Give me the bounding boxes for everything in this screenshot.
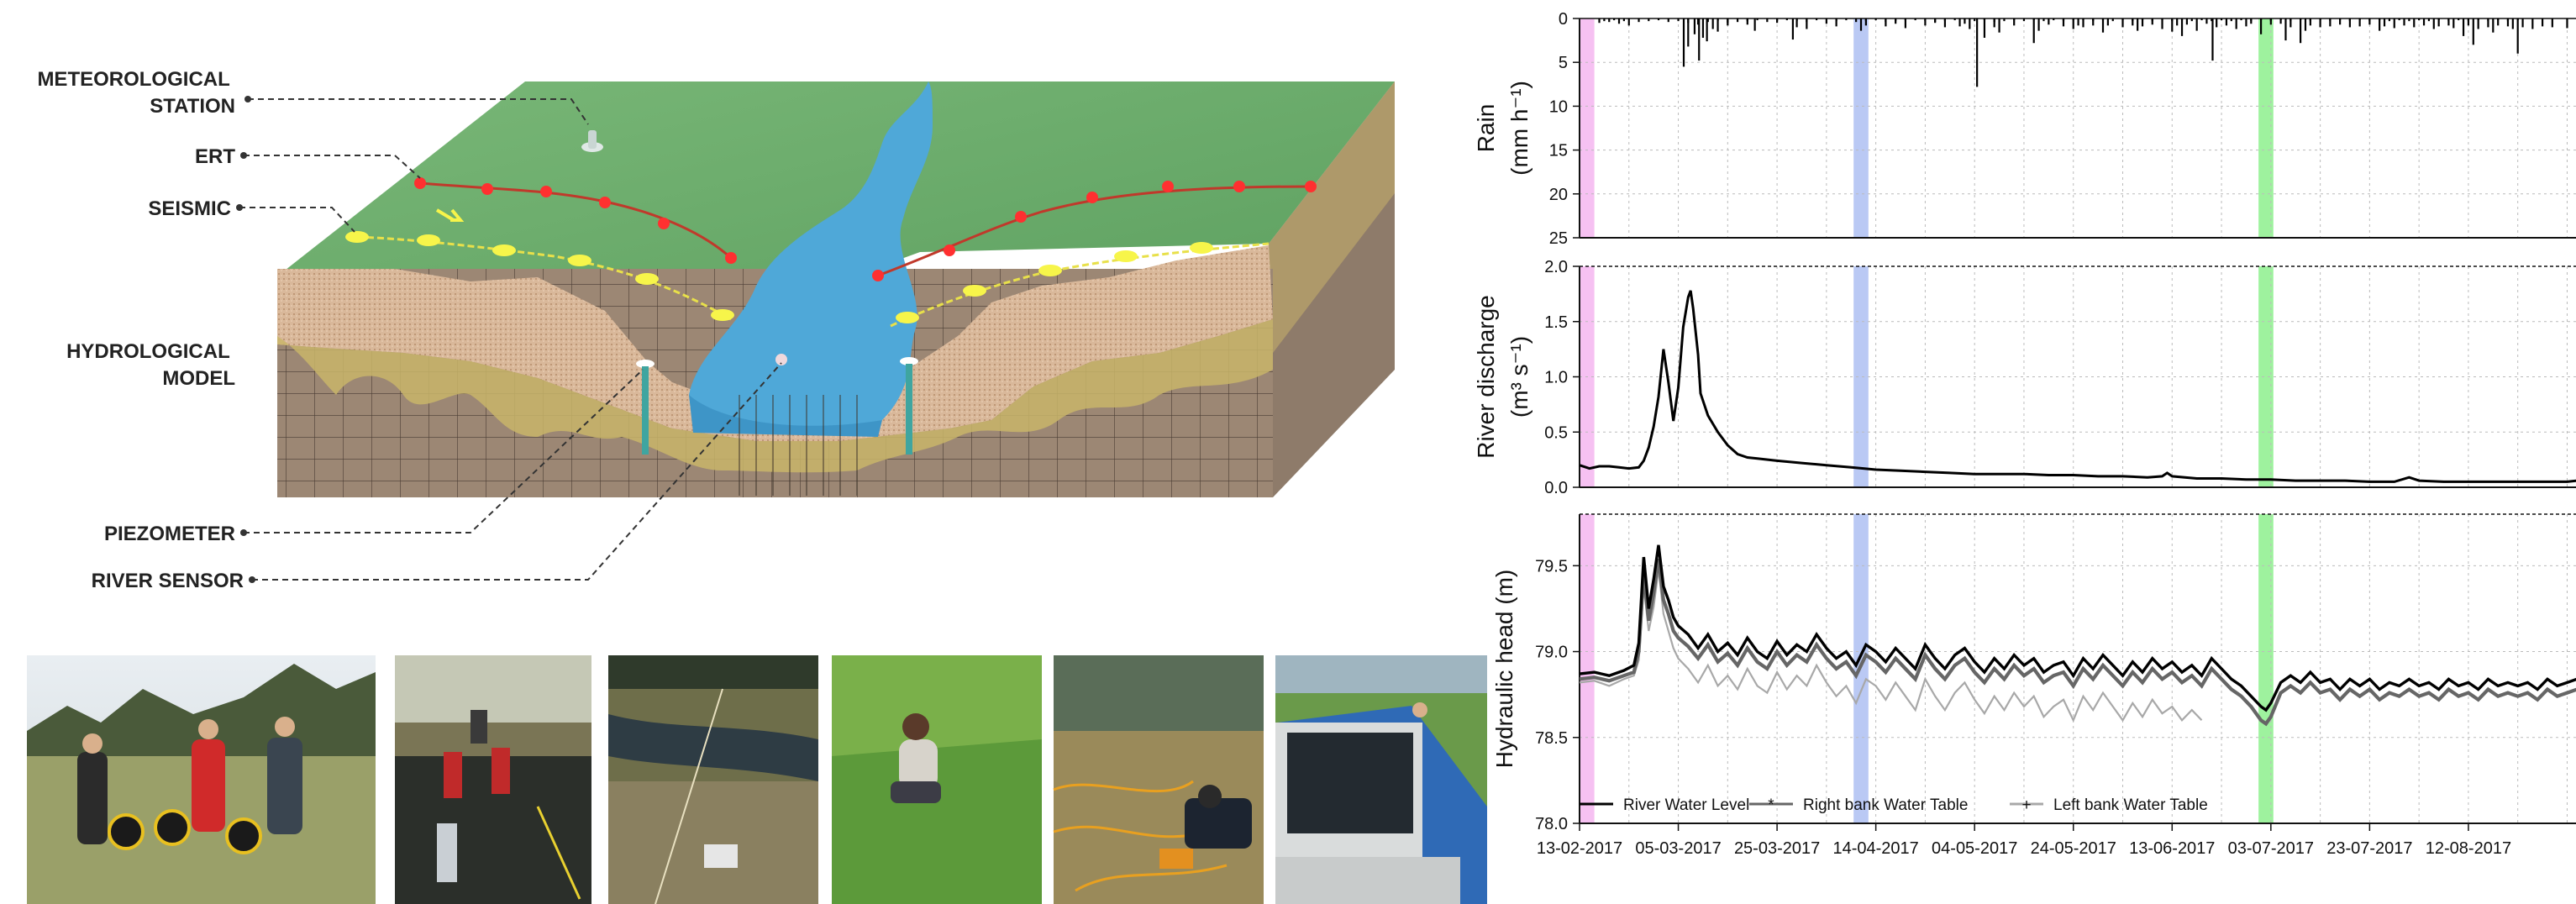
- y-tick-label: 2.0: [1544, 258, 1568, 276]
- label-seismic: SEISMIC: [148, 197, 231, 220]
- laptop-acquisition-photo: [1275, 655, 1487, 904]
- legend-marker-1: *: [1768, 796, 1774, 814]
- y-axis-title: Rain: [1473, 104, 1499, 153]
- y-tick-label: 20: [1549, 186, 1568, 204]
- label-ert: ERT: [195, 145, 235, 168]
- ert-line-right: [877, 185, 1312, 277]
- highlight-band-2: [2258, 514, 2274, 823]
- river-sensor-callout-line: [252, 362, 782, 581]
- y-axis-title: River discharge: [1473, 295, 1499, 459]
- y-tick-label: 0.0: [1544, 479, 1568, 497]
- seismic-geophones: [345, 231, 1213, 323]
- y-tick-label: 10: [1549, 97, 1568, 116]
- y-tick-label: 0: [1559, 10, 1568, 29]
- highlight-band-0: [1580, 514, 1595, 823]
- x-tick-label: 05-03-2017: [1635, 839, 1721, 858]
- x-tick-label: 12-08-2017: [2426, 839, 2511, 858]
- x-tick-label: 04-05-2017: [1932, 839, 2017, 858]
- river-transect-photo: [608, 655, 818, 904]
- label-hydrological-model: HYDROLOGICAL MODEL: [66, 340, 235, 390]
- seismic-source-arrow: [435, 208, 465, 222]
- met-callout-line: [248, 98, 589, 125]
- piezometer-callout-line: [244, 369, 644, 533]
- legend-marker-2: +: [2021, 796, 2031, 814]
- seismic-callout-line: [239, 207, 355, 233]
- ert-electrodes: [414, 177, 1317, 281]
- head-series-line-2: [1579, 569, 2203, 723]
- electrode-cables-photo: [1053, 655, 1264, 904]
- soil-layer: [277, 245, 1273, 441]
- head-series-line-1: [1579, 558, 2576, 727]
- legend-label-0: River Water Level: [1623, 796, 1749, 814]
- discharge-line: [1579, 290, 2576, 483]
- y-tick-label: 5: [1559, 54, 1568, 72]
- y-tick-label: 1.5: [1544, 313, 1568, 332]
- highlight-band-0: [1580, 18, 1595, 238]
- piezometer-left-icon: [636, 360, 655, 455]
- x-tick-label: 13-06-2017: [2129, 839, 2215, 858]
- x-tick-label: 23-07-2017: [2326, 839, 2412, 858]
- y-tick-label: 1.0: [1544, 369, 1568, 387]
- ert-callout-line: [244, 155, 421, 179]
- x-tick-label: 25-03-2017: [1734, 839, 1820, 858]
- highlight-band-1: [1853, 18, 1869, 238]
- river-installation-photo: [395, 655, 591, 904]
- x-tick-label: 13-02-2017: [1537, 839, 1622, 858]
- y-axis-unit: (m³ s⁻¹): [1506, 336, 1532, 418]
- discharge-chart: 0.0 0.5 1.0 1.5 2.0 River discharge (m³ s⁻¹): [1473, 258, 2576, 497]
- hydraulic-head-chart: 78.0 78.5 79.0 79.5 Hydraulic head (m) 13-02-…: [1491, 513, 2576, 858]
- river-channel: [689, 81, 933, 428]
- field-photos: [27, 655, 1487, 904]
- y-axis-title: Hydraulic head (m): [1491, 570, 1517, 769]
- label-river-sensor: RIVER SENSOR: [92, 570, 244, 592]
- rain-chart: 0 5 10 15 20 25 Rain (mm h⁻¹): [1473, 10, 2576, 248]
- chart-legend: River Water Level * Right bank Water Table…: [1580, 796, 2208, 814]
- highlight-band-2: [2258, 18, 2274, 238]
- y-axis-unit: (mm h⁻¹): [1506, 81, 1532, 176]
- y-tick-label: 25: [1549, 229, 1568, 248]
- label-piezometer: PIEZOMETER: [104, 523, 235, 545]
- highlight-band-2: [2258, 266, 2274, 487]
- legend-label-2: Left bank Water Table: [2053, 796, 2208, 814]
- seismic-line-left: [356, 235, 732, 321]
- field-setup-diagram: METEOROLOGICAL STATION ERT SEISMIC HYDRO…: [37, 68, 1395, 592]
- y-tick-label: 79.5: [1535, 557, 1568, 576]
- team-photo: [27, 655, 376, 904]
- y-tick-label: 0.5: [1544, 423, 1568, 442]
- label-meteorological-station: METEOROLOGICAL STATION: [37, 68, 235, 118]
- river-sensor-icon: [775, 354, 787, 365]
- x-tick-label: 14-04-2017: [1832, 839, 1918, 858]
- y-tick-label: 15: [1549, 142, 1568, 160]
- highlight-band-1: [1853, 266, 1869, 487]
- x-tick-label: 24-05-2017: [2031, 839, 2116, 858]
- y-tick-label: 78.5: [1535, 729, 1568, 748]
- y-tick-label: 78.0: [1535, 815, 1568, 833]
- piezometer-right-icon: [900, 357, 918, 455]
- y-tick-label: 79.0: [1535, 644, 1568, 662]
- meteorological-station-icon: [581, 130, 603, 152]
- x-tick-label: 03-07-2017: [2228, 839, 2314, 858]
- legend-label-1: Right bank Water Table: [1803, 796, 1968, 814]
- field-operator-photo: [832, 655, 1042, 904]
- head-series-line-0: [1579, 544, 2576, 712]
